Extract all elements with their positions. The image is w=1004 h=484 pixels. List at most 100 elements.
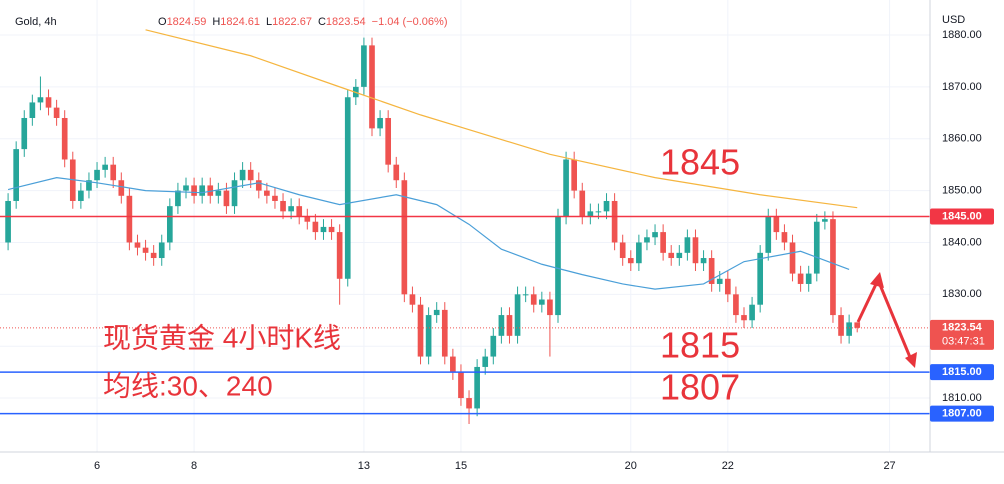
candle-body [61, 117, 68, 160]
level-tag [930, 208, 994, 225]
candle-body [773, 216, 780, 233]
annotation: 现货黄金 4小时K线 [103, 322, 341, 353]
candle-body [813, 221, 820, 274]
level-label: 1845.00 [942, 210, 982, 222]
ohlc-key: O [158, 16, 167, 28]
candle-body [29, 102, 36, 118]
level-tag [930, 405, 994, 422]
candle-body [724, 278, 731, 295]
candle-body [328, 226, 335, 233]
moving-average [7, 177, 850, 290]
level-tag [930, 364, 994, 381]
x-tick-label: 8 [191, 460, 197, 472]
candle-body [789, 242, 796, 274]
candle-body [344, 97, 351, 279]
countdown: 03:47:31 [942, 336, 985, 348]
candle-body [660, 232, 666, 253]
arrow-head [870, 272, 884, 288]
y-tick-label: 1810.00 [942, 392, 982, 404]
candle-body [644, 237, 650, 243]
candle-body [441, 309, 448, 357]
candle-body [854, 322, 861, 328]
candle-body [409, 294, 416, 305]
candle-body [223, 190, 230, 207]
candle-body [708, 258, 715, 284]
currency: USD [942, 14, 965, 26]
candle-body [530, 294, 537, 305]
candle-body [425, 315, 432, 357]
candle-body [247, 169, 254, 181]
candle-body [199, 185, 206, 196]
candle-body [272, 195, 278, 201]
candle-body [506, 315, 513, 336]
candle-body [158, 242, 165, 259]
candle-body [166, 206, 173, 243]
candle-body [280, 200, 286, 212]
candle-body [498, 315, 505, 336]
candle-body [86, 180, 92, 191]
candle-body [361, 45, 367, 87]
candle-body [126, 195, 133, 243]
candle-body [627, 258, 634, 264]
candle-body [611, 200, 618, 243]
candle-body [474, 366, 480, 409]
candle-body [37, 97, 44, 103]
ohlc-value: 1822.67 [272, 16, 312, 28]
candle-body [94, 169, 100, 181]
ohlc-change: −1.04 (−0.06%) [372, 16, 448, 28]
annotation: 均线:30、240 [103, 370, 273, 401]
candle-body [377, 117, 383, 129]
x-tick-label: 15 [455, 460, 467, 472]
candle-body [595, 211, 602, 213]
candle-body [288, 206, 294, 212]
x-tick-label: 6 [94, 460, 100, 472]
candle-body [118, 180, 125, 196]
y-tick-label: 1870.00 [942, 81, 982, 93]
y-tick-label: 1880.00 [942, 29, 982, 41]
ohlc-value: 1823.54 [326, 16, 366, 28]
candle-body [538, 299, 545, 305]
candle-body [369, 45, 375, 129]
candle-body [102, 164, 108, 170]
moving-average [145, 29, 858, 209]
candle-body [830, 219, 836, 316]
last-price-label: 1823.54 [942, 322, 983, 334]
candle-body [296, 206, 303, 217]
candle-body [207, 185, 214, 196]
ohlc-key: L [266, 16, 272, 28]
candle-body [846, 322, 852, 336]
candle-body [571, 159, 578, 191]
candle-body [749, 304, 755, 321]
candle-body [312, 221, 319, 233]
y-tick-label: 1850.00 [942, 185, 982, 197]
x-tick-label: 13 [358, 460, 370, 472]
candle-body [563, 159, 569, 217]
candle-body [765, 216, 772, 253]
candle-body [458, 372, 464, 399]
y-tick-label: 1860.00 [942, 133, 982, 145]
candle-body [668, 252, 675, 259]
candle-body [191, 185, 197, 196]
price-axis: 1810.001820.001830.001840.001850.001860.… [94, 29, 994, 472]
candle-body [13, 149, 20, 201]
candle-body [304, 216, 311, 222]
candle-body [482, 356, 489, 367]
candle-body [466, 398, 472, 409]
candle-body [797, 273, 804, 284]
arrow-head [905, 352, 917, 368]
y-tick-label: 1830.00 [942, 288, 982, 300]
candle-body [5, 200, 11, 243]
candle-body [320, 226, 327, 233]
candle-body [733, 294, 739, 316]
candle-body [393, 164, 400, 181]
annotation: 1815 [660, 325, 740, 366]
candle-body [336, 232, 343, 279]
candle-body [822, 219, 828, 222]
candle-body [676, 252, 683, 259]
level-label: 1807.00 [942, 408, 982, 420]
candle-body [805, 273, 812, 284]
ohlc-value: 1824.61 [220, 16, 260, 28]
candle-body [514, 294, 521, 336]
y-tick-label: 1840.00 [942, 236, 982, 248]
